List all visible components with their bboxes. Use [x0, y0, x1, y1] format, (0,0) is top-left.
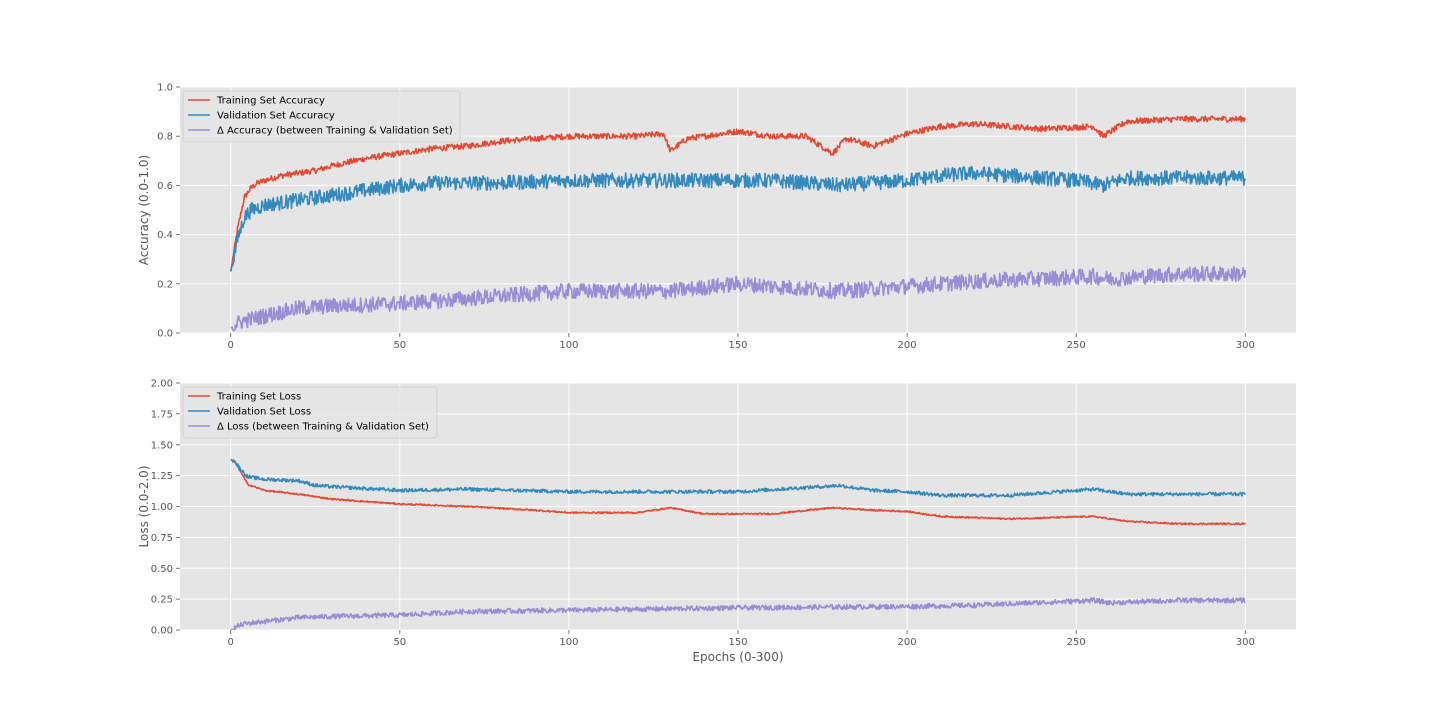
x-tick-label: 0	[228, 637, 234, 648]
legend-label: Δ Loss (between Training & Validation Se…	[217, 422, 429, 433]
y-axis-label: Loss (0.0-2.0)	[137, 466, 151, 548]
legend: Training Set Accuracy Validation Set Accu…	[182, 90, 461, 143]
legend-box	[182, 386, 438, 439]
y-tick-label: 0.0	[157, 329, 173, 340]
x-tick-label: 50	[393, 340, 406, 351]
legend-label: Δ Accuracy (between Training & Validatio…	[217, 126, 453, 137]
series-line-1	[230, 458, 1246, 526]
x-tick-label: 100	[559, 340, 578, 351]
legend-label: Validation Set Accuracy	[217, 111, 335, 122]
x-tick-label: 300	[1236, 340, 1255, 351]
y-tick-label: 1.75	[151, 409, 173, 420]
x-tick-label: 150	[728, 340, 747, 351]
y-axis-label: Accuracy (0.0-1.0)	[137, 155, 151, 265]
y-tick-label: 0.25	[151, 595, 173, 606]
x-tick-label: 150	[728, 637, 747, 648]
series-line-1	[229, 115, 1247, 272]
y-tick-label: 0.4	[157, 230, 173, 241]
chart-panel-2: 0 50 100 150 200 250 300 0.00 0.25 0.50 0.75 1.00 1.…	[137, 379, 1296, 664]
x-tick-label: 200	[898, 340, 917, 351]
y-tick-label: 0.2	[157, 279, 173, 290]
series-line-2	[229, 165, 1247, 272]
legend-label: Training Set Accuracy	[216, 96, 325, 107]
chart-panel-1: 0 50 100 150 200 250 300 0.0 0.2 0.4 0.6 0.8 1.0 Accu…	[137, 83, 1296, 351]
legend: Training Set Loss Validation Set Loss Δ Lo…	[182, 386, 438, 439]
x-axis-label: Epochs (0-300)	[692, 650, 783, 664]
y-tick-label: 0.50	[151, 564, 173, 575]
x-tick-label: 100	[559, 637, 578, 648]
y-tick-label: 2.00	[151, 379, 173, 390]
y-tick-label: 1.0	[157, 83, 173, 94]
legend-label: Training Set Loss	[216, 392, 301, 403]
x-tick-label: 300	[1236, 637, 1255, 648]
x-tick-label: 250	[1067, 637, 1086, 648]
x-tick-label: 0	[228, 340, 234, 351]
y-tick-label: 0.8	[157, 132, 173, 143]
x-tick-label: 50	[393, 637, 406, 648]
series-lines	[230, 458, 1246, 630]
y-tick-label: 1.00	[151, 502, 173, 513]
y-tick-label: 0.00	[151, 626, 173, 637]
y-tick-label: 1.25	[151, 471, 173, 482]
y-tick-label: 0.6	[157, 181, 173, 192]
series-lines	[229, 115, 1247, 332]
legend-box	[182, 90, 461, 143]
series-line-3	[230, 265, 1247, 332]
legend-label: Validation Set Loss	[217, 407, 311, 418]
x-tick-label: 250	[1067, 340, 1086, 351]
series-line-3	[230, 597, 1246, 630]
y-tick-label: 0.75	[151, 533, 173, 544]
y-tick-label: 1.50	[151, 440, 173, 451]
x-tick-label: 200	[898, 637, 917, 648]
series-line-2	[230, 458, 1246, 498]
